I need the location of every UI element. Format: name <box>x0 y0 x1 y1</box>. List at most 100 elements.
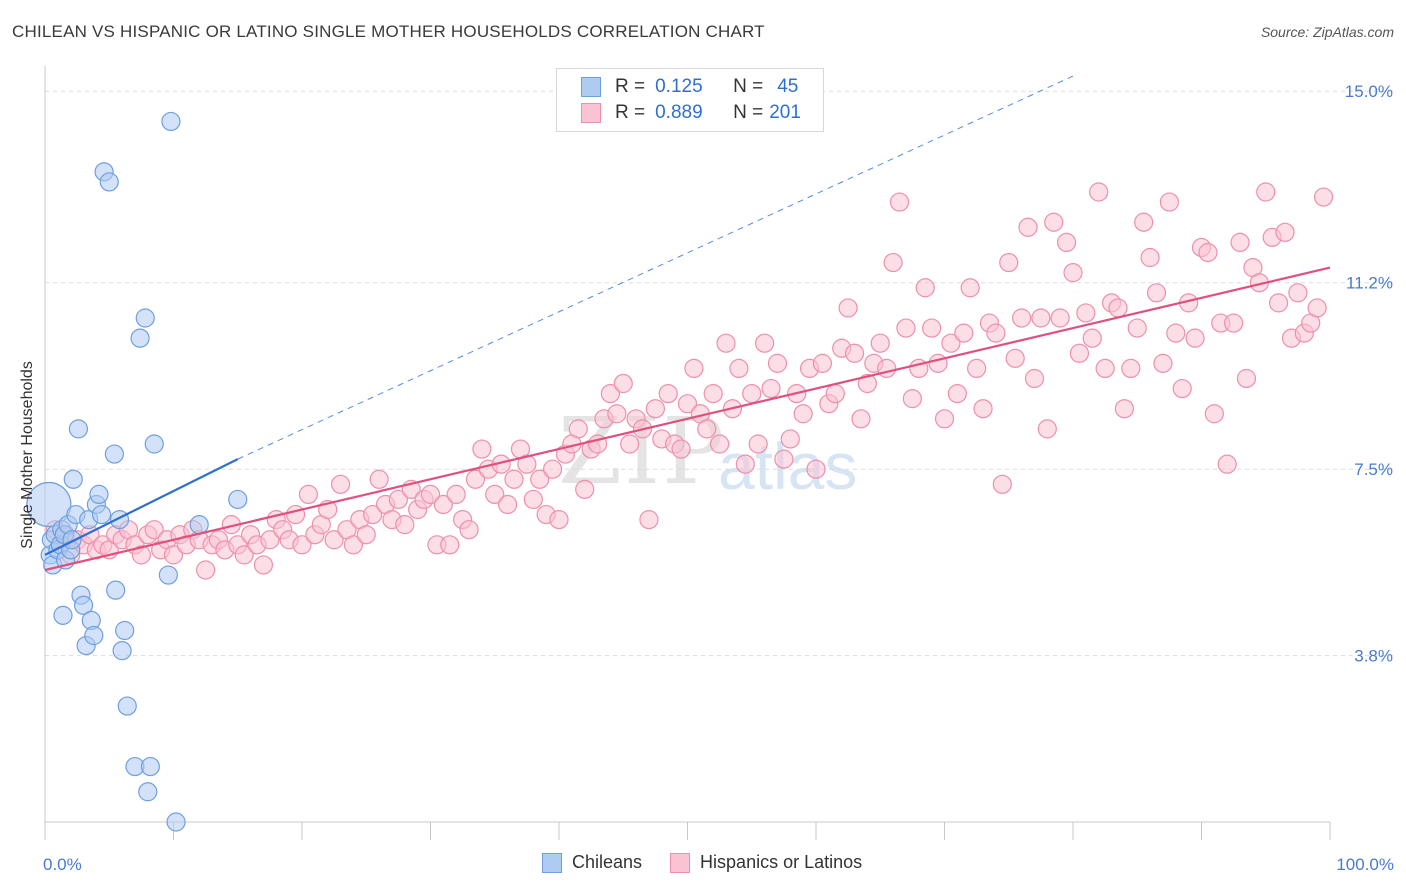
hispanic-point <box>1121 358 1141 378</box>
hispanic-point <box>517 454 537 474</box>
chilean-point <box>117 696 137 716</box>
source-label: Source: ZipAtlas.com <box>1260 24 1394 40</box>
hispanic-point <box>844 343 865 363</box>
correlation-legend: R = 0.125 N = 45 R = 0.889 N = 201 <box>556 68 824 132</box>
legend-r-label: R = <box>615 102 646 123</box>
hispanic-point <box>395 515 415 535</box>
hispanic-point <box>812 353 833 373</box>
hispanic-point <box>902 389 922 409</box>
hispanic-point <box>684 358 704 378</box>
hispanic-point <box>504 469 524 489</box>
hispanic-point <box>356 525 376 545</box>
hispanic-point <box>1069 343 1090 363</box>
hispanic-point <box>420 484 441 504</box>
hispanic-point <box>498 494 518 515</box>
chilean-point <box>115 620 135 641</box>
chilean-point <box>189 515 209 535</box>
hispanic-point <box>729 358 749 378</box>
hispanic-point <box>960 278 980 298</box>
hispanic-point <box>954 323 974 343</box>
hispanic-point <box>1108 298 1128 318</box>
hispanic-point <box>947 384 967 404</box>
chilean-point <box>228 489 248 510</box>
hispanic-point <box>144 520 164 540</box>
chilean-point <box>63 469 83 489</box>
chilean-point <box>130 328 150 348</box>
y-tick-label: 3.8% <box>1354 647 1393 666</box>
hispanic-point <box>1217 454 1237 474</box>
hispanic-point <box>1095 358 1115 378</box>
hispanic-point <box>877 358 897 378</box>
hispanic-point <box>433 494 453 515</box>
hispanic-point <box>742 384 762 404</box>
hispanic-point <box>1275 222 1295 242</box>
chilean-point <box>135 308 155 328</box>
hispanic-point <box>1005 348 1025 368</box>
legend-r-label: R = <box>615 76 646 97</box>
chilean-point <box>109 509 130 530</box>
hispanic-point <box>967 358 987 378</box>
chilean-point <box>62 530 82 550</box>
hispanic-point <box>298 484 319 504</box>
hispanic-point <box>620 434 640 454</box>
hispanic-point <box>446 484 466 504</box>
chilean-point <box>91 504 112 525</box>
chilean-point <box>104 444 124 464</box>
hispanic-point <box>163 545 184 565</box>
hispanic-point <box>196 560 216 580</box>
hispanic-point <box>671 439 691 459</box>
hispanic-point <box>761 378 781 399</box>
hispanic-point <box>1146 283 1167 303</box>
hispanic-point <box>253 555 274 575</box>
hispanic-point <box>1134 212 1154 232</box>
legend-row-chileans: R = 0.125 N = 45 <box>581 75 798 99</box>
hispanic-point <box>1082 328 1102 348</box>
chilean-point <box>84 625 104 646</box>
hispanic-point <box>1268 293 1289 313</box>
hispanic-point <box>600 384 621 404</box>
chilean-point <box>140 756 160 777</box>
hispanic-point <box>388 489 408 510</box>
hispanic-point <box>1050 308 1070 328</box>
chilean-point <box>26 481 72 528</box>
hispanic-point <box>857 373 878 394</box>
hispanic-point <box>343 535 363 555</box>
x-tick-label-max: 100.0% <box>1336 855 1394 874</box>
hispanic-point <box>1114 399 1135 419</box>
hispanic-point <box>575 479 595 499</box>
hispanic-point <box>1256 182 1276 202</box>
hispanic-point <box>1172 378 1192 399</box>
hispanic-point <box>1185 328 1205 348</box>
hispanic-point <box>922 318 942 338</box>
hispanic-point <box>838 298 858 318</box>
hispanic-point <box>549 509 569 530</box>
hispanic-point <box>999 252 1019 273</box>
hispanic-point <box>1063 263 1083 283</box>
series-legend-label: Hispanics or Latinos <box>700 852 863 872</box>
chilean-point <box>68 419 89 439</box>
hispanic-point <box>677 394 698 414</box>
hispanic-point <box>851 409 871 429</box>
hispanic-point <box>703 384 723 404</box>
chart-title: CHILEAN VS HISPANIC OR LATINO SINGLE MOT… <box>12 22 765 41</box>
chilean-point <box>106 580 126 600</box>
hispanic-point <box>639 509 659 530</box>
hispanic-point <box>1166 323 1186 343</box>
hispanic-point <box>889 192 910 212</box>
legend-n-value: 201 <box>769 102 801 123</box>
series-legend-item-hispanics[interactable]: Hispanics or Latinos <box>670 852 862 873</box>
hispanic-point <box>485 484 505 504</box>
hispanic-point <box>716 333 736 353</box>
chilean-point <box>166 812 186 832</box>
hispanic-point <box>1236 368 1257 389</box>
hispanic-point <box>472 439 492 459</box>
series-legend-item-chileans[interactable]: Chileans <box>542 852 642 873</box>
hispanic-point <box>934 409 955 429</box>
series-legend-label: Chileans <box>572 852 643 872</box>
x-tick-label-min: 0.0% <box>43 855 82 874</box>
hispanic-point <box>369 469 389 489</box>
chilean-point <box>53 605 73 625</box>
hispanic-point <box>754 333 775 353</box>
hispanic-point <box>870 333 890 353</box>
